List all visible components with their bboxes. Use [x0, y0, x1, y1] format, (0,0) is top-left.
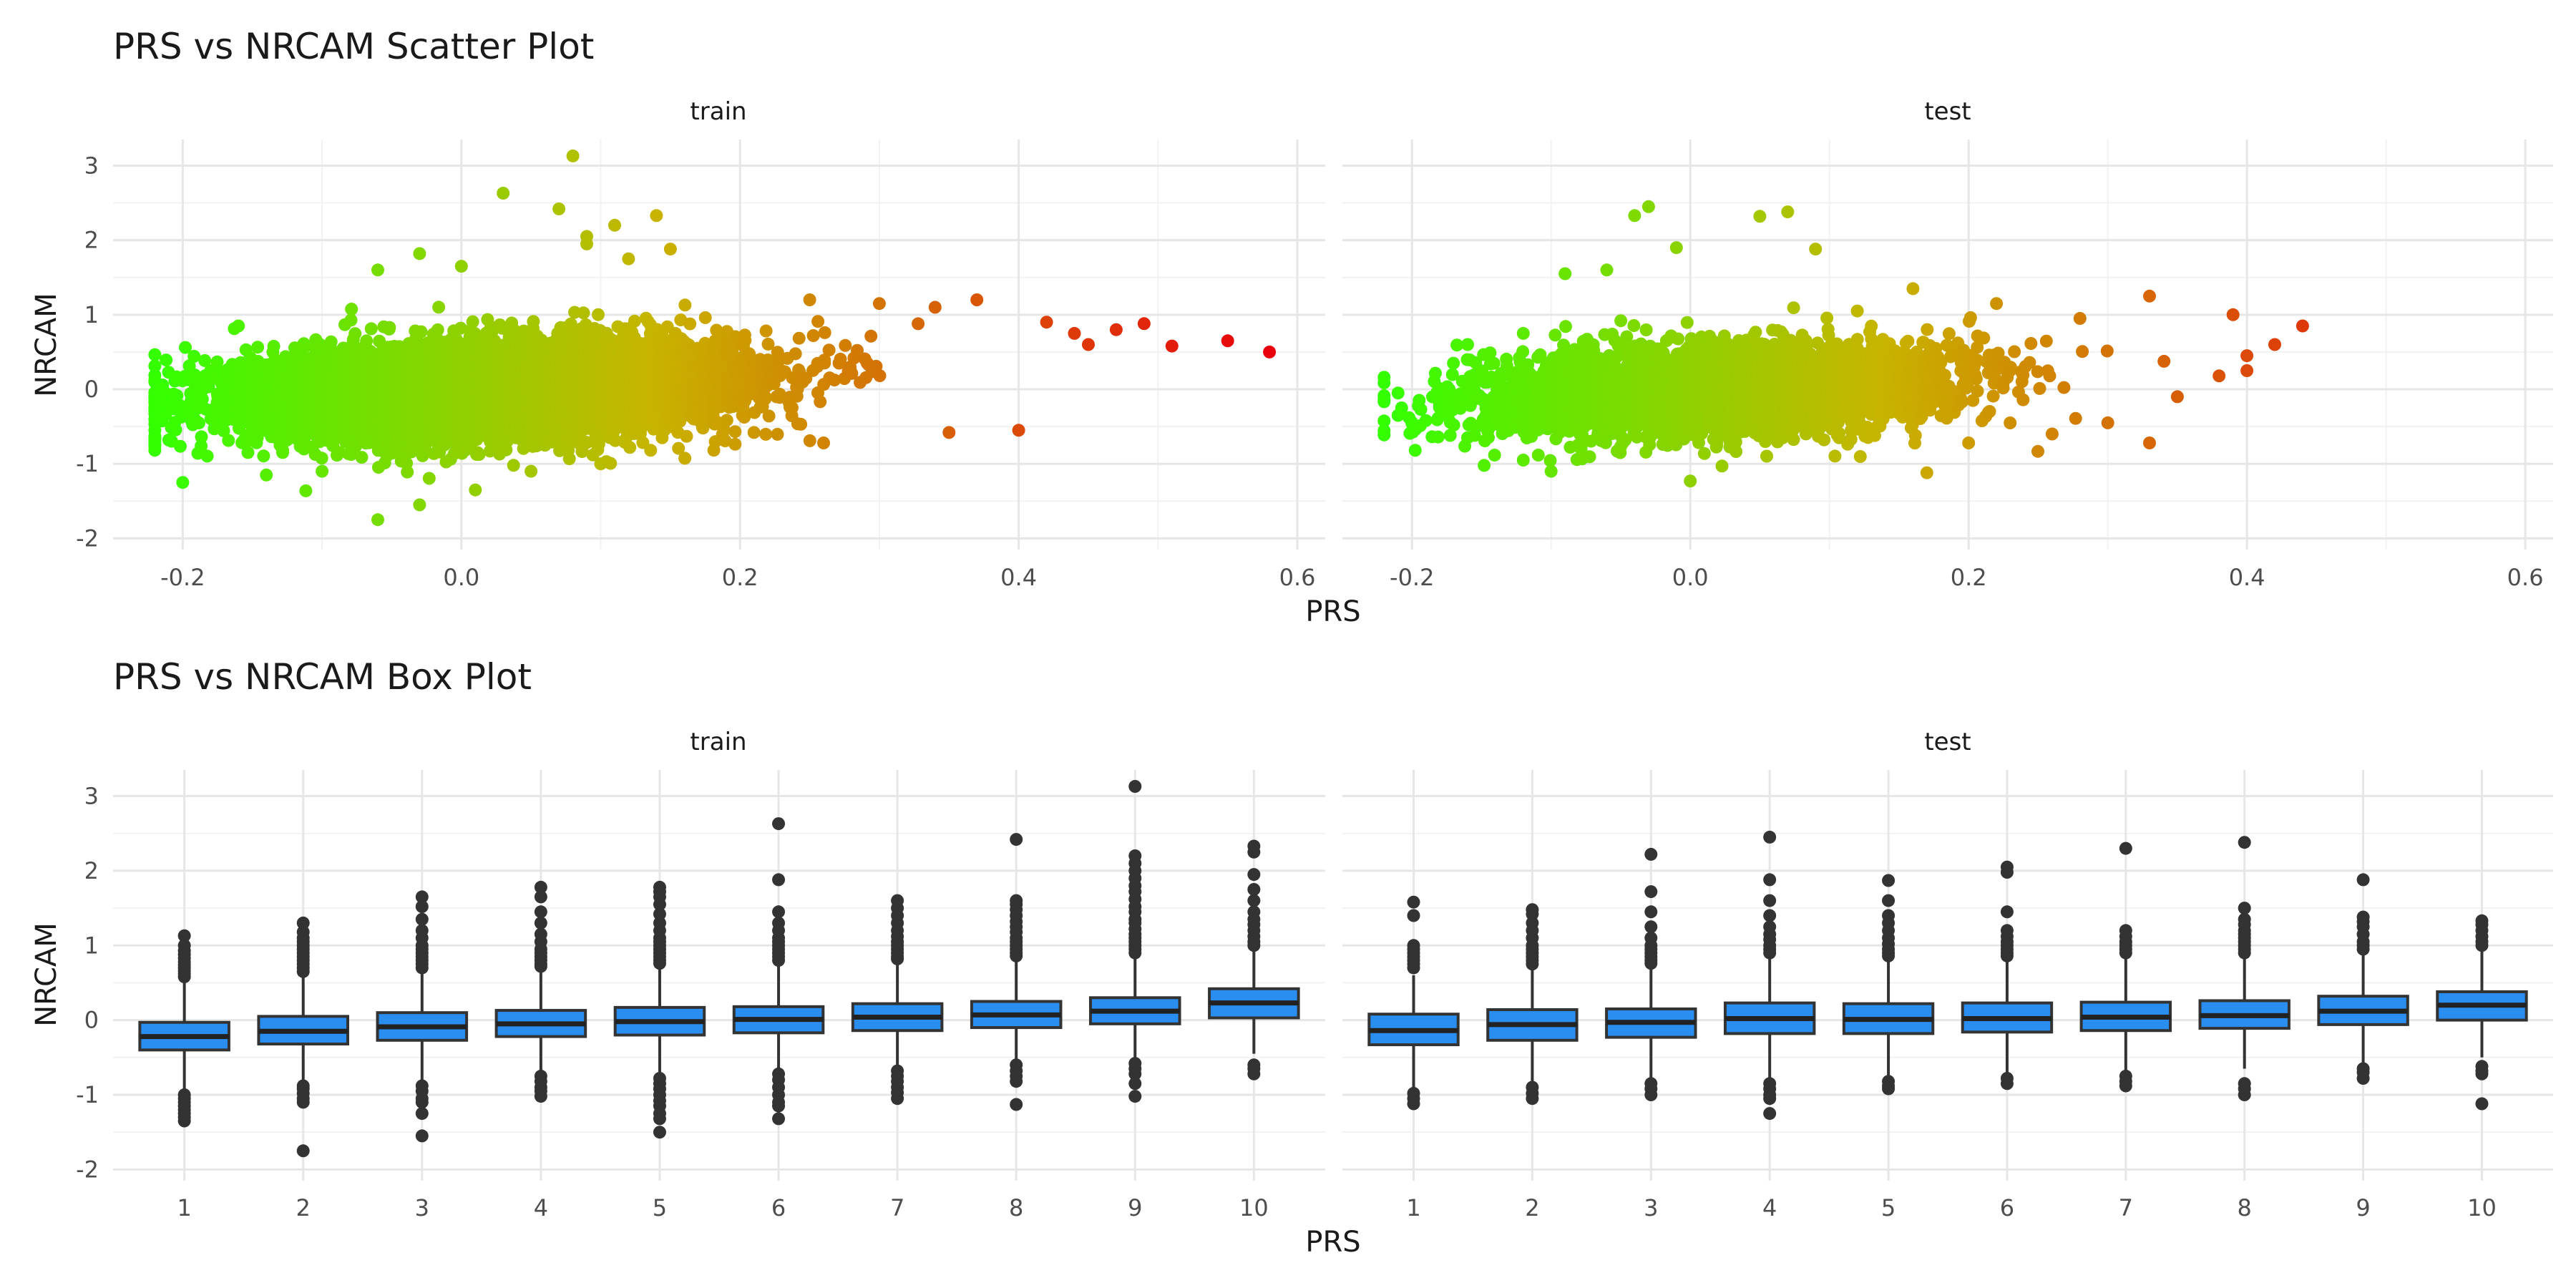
- scatter-point: [148, 439, 162, 453]
- scatter-point: [148, 359, 162, 373]
- scatter-x-tick-label: 0.4: [1000, 564, 1037, 591]
- scatter-point: [222, 434, 235, 447]
- scatter-point: [316, 464, 329, 478]
- scatter-point: [299, 484, 313, 497]
- scatter-x-tick-label: 0.6: [1279, 564, 1316, 591]
- scatter-point: [267, 339, 280, 353]
- scatter-point: [431, 323, 444, 336]
- scatter-point: [364, 322, 378, 336]
- scatter-point: [422, 472, 436, 485]
- scatter-point: [355, 451, 369, 464]
- scatter-plot-title: PRS vs NRCAM Scatter Plot: [113, 26, 594, 67]
- scatter-point: [160, 353, 173, 367]
- scatter-x-tick-label: -0.2: [160, 564, 205, 591]
- scatter-point: [466, 315, 479, 328]
- scatter-point: [195, 392, 209, 406]
- scatter-point: [344, 313, 358, 327]
- scatter-point: [232, 319, 245, 333]
- scatter-point: [176, 476, 190, 489]
- scatter-point: [169, 423, 182, 436]
- scatter-strip-label-train: train: [690, 97, 746, 126]
- scatter-point: [454, 260, 468, 273]
- scatter-point: [217, 424, 230, 437]
- scatter-point: [195, 439, 208, 453]
- scatter-point: [241, 446, 255, 459]
- scatter-point: [371, 513, 384, 527]
- scatter-point: [413, 247, 426, 260]
- scatter-point: [414, 325, 428, 338]
- scatter-point: [192, 416, 205, 430]
- scatter-points-train: [148, 149, 1277, 527]
- scatter-point: [469, 483, 482, 497]
- scatter-x-tick-label: 0.2: [722, 564, 758, 591]
- scatter-point: [179, 341, 192, 354]
- scatter-point: [174, 439, 187, 453]
- scatter-point: [315, 452, 328, 465]
- scatter-point: [148, 348, 162, 361]
- scatter-point: [170, 389, 184, 402]
- scatter-point: [276, 444, 289, 457]
- scatter-point: [371, 263, 384, 277]
- scatter-point: [345, 303, 358, 316]
- scatter-point: [432, 301, 446, 314]
- scatter-point: [324, 335, 338, 348]
- scatter-point: [348, 327, 362, 341]
- scatter-point: [195, 430, 208, 444]
- scatter-point: [198, 353, 212, 367]
- scatter-point: [187, 349, 201, 363]
- scatter-point: [383, 321, 396, 334]
- scatter-point: [298, 340, 311, 353]
- scatter-point: [200, 449, 214, 463]
- scatter-panel-train: train -0.2 0.0 0.2 0.4 0.6: [113, 97, 1325, 591]
- scatter-plot-section: PRS vs NRCAM Scatter Plot train -0.2 0.0 0…: [30, 26, 2553, 628]
- scatter-point: [148, 424, 162, 437]
- scatter-point: [257, 449, 270, 463]
- scatter-point: [472, 448, 486, 462]
- scatter-point: [413, 498, 426, 512]
- scatter-point: [251, 341, 265, 354]
- scatter-x-tick-label: 0.0: [443, 564, 479, 591]
- scatter-point: [401, 465, 414, 479]
- scatter-point: [260, 468, 273, 482]
